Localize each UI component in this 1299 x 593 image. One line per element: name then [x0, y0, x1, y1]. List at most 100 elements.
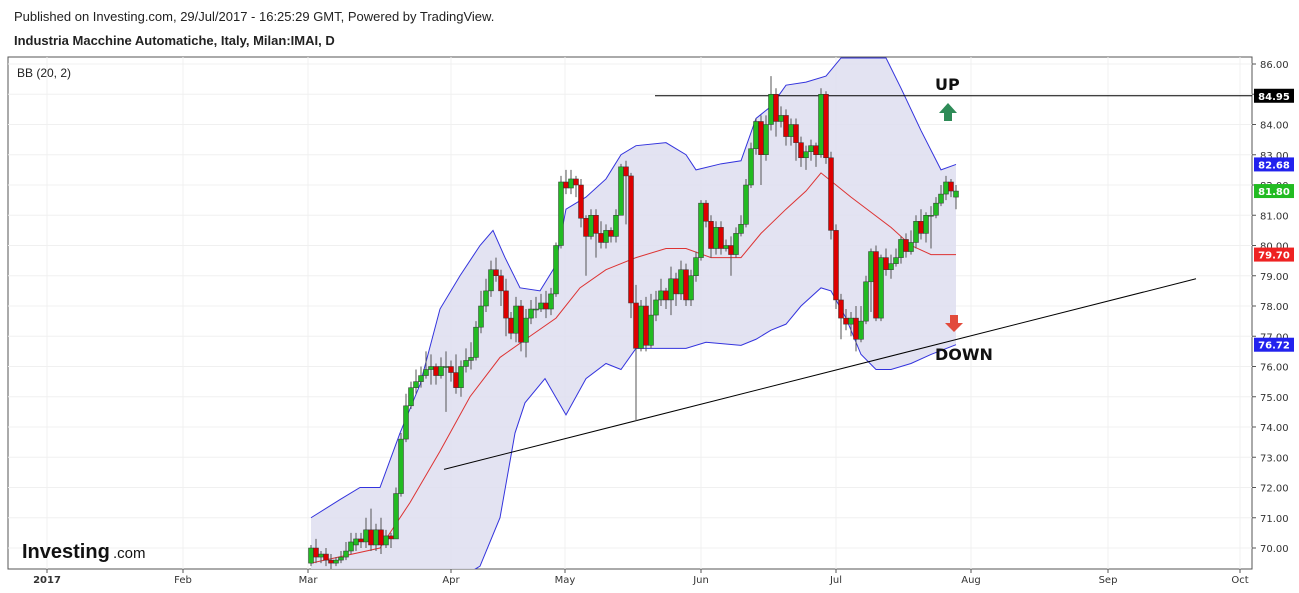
candle [733, 227, 739, 258]
candle-body [888, 263, 894, 270]
candle [923, 212, 929, 243]
candle-body [638, 305, 644, 349]
x-tick-label: Jul [829, 575, 842, 586]
candle-body [943, 181, 949, 195]
candle [558, 175, 564, 249]
candle-body [583, 218, 589, 237]
candle-body [953, 190, 959, 198]
candle-body [593, 215, 599, 234]
y-tick-label: 72.00 [1260, 484, 1289, 495]
logo-main: Investing [22, 541, 110, 563]
candle [438, 357, 444, 379]
candle [383, 529, 389, 548]
candle [623, 160, 629, 225]
candle-body [393, 493, 399, 540]
candle [888, 254, 894, 279]
candle [748, 142, 754, 189]
candle [793, 118, 799, 161]
candle [648, 293, 654, 349]
candle [413, 369, 419, 394]
candle-body [933, 202, 939, 216]
candle-body [708, 221, 714, 249]
candle-body [783, 115, 789, 137]
candle-body [558, 181, 564, 246]
candle [693, 251, 699, 282]
candle [498, 269, 504, 306]
candle-body [698, 202, 704, 258]
candle [618, 163, 624, 216]
candle-body [778, 115, 784, 122]
candle-body [838, 299, 844, 319]
candle [653, 290, 659, 322]
y-tick-label: 75.00 [1260, 393, 1289, 404]
candle [798, 136, 804, 167]
candle [873, 245, 879, 322]
candle-body [873, 251, 879, 319]
annotation-down: DOWN [935, 345, 993, 364]
candle [483, 278, 489, 313]
y-tick-label: 80.00 [1260, 242, 1289, 253]
candle-body [908, 242, 914, 252]
candle [928, 206, 934, 249]
candle-body [803, 151, 809, 159]
candle [863, 275, 869, 325]
trendlines [443, 95, 1252, 470]
candle [953, 185, 959, 210]
candle-body [398, 438, 404, 494]
candle-body [598, 233, 604, 243]
candle-body [443, 366, 449, 368]
candle-body [403, 405, 409, 440]
candle-body [508, 317, 514, 334]
candle-body [478, 305, 484, 328]
y-tick-label: 76.00 [1260, 363, 1289, 374]
candle [803, 145, 809, 170]
candle-body [733, 233, 739, 255]
candle-body [848, 317, 854, 325]
candle-body [648, 314, 654, 346]
candle [683, 263, 689, 306]
candle [488, 260, 494, 297]
candle [458, 360, 464, 397]
x-tick-label: Aug [961, 575, 981, 586]
candle-body [818, 94, 824, 155]
candle [933, 197, 939, 219]
x-tick-label: Oct [1231, 575, 1248, 586]
candle-body [538, 302, 544, 310]
candle [403, 393, 409, 443]
candle [548, 287, 554, 316]
candle [503, 278, 509, 337]
candle-body [498, 275, 504, 292]
candle-body [653, 299, 659, 316]
annotation-up: UP [935, 75, 960, 94]
candle-body [903, 239, 909, 252]
candle [688, 269, 694, 306]
candle-body [323, 553, 329, 561]
candle-body [703, 202, 709, 222]
candle-body [913, 221, 919, 243]
candle-body [448, 366, 454, 373]
price-badge-upper_band [1254, 157, 1294, 172]
candle-body [878, 257, 884, 319]
candle-body [723, 245, 729, 249]
candle [393, 487, 399, 540]
candle-body [608, 230, 614, 237]
candle [323, 548, 329, 567]
candle [343, 541, 349, 561]
x-tick-label: 2017 [33, 575, 61, 586]
candle-body [563, 181, 569, 189]
candle-body [898, 239, 904, 258]
candle-body [793, 124, 799, 143]
candle-body [578, 184, 584, 219]
candle-body [488, 269, 494, 292]
candle-body [813, 145, 819, 156]
price-badge-text: 82.68 [1258, 160, 1290, 171]
candle [533, 296, 539, 319]
candle [553, 242, 559, 297]
candle-body [618, 166, 624, 216]
candle-body [503, 290, 509, 319]
candle-body [328, 559, 334, 564]
candle-body [728, 245, 734, 255]
candle [478, 290, 484, 334]
published-caption: Published on Investing.com, 29/Jul/2017 … [14, 9, 495, 24]
price-badge-text: 81.80 [1258, 187, 1290, 198]
